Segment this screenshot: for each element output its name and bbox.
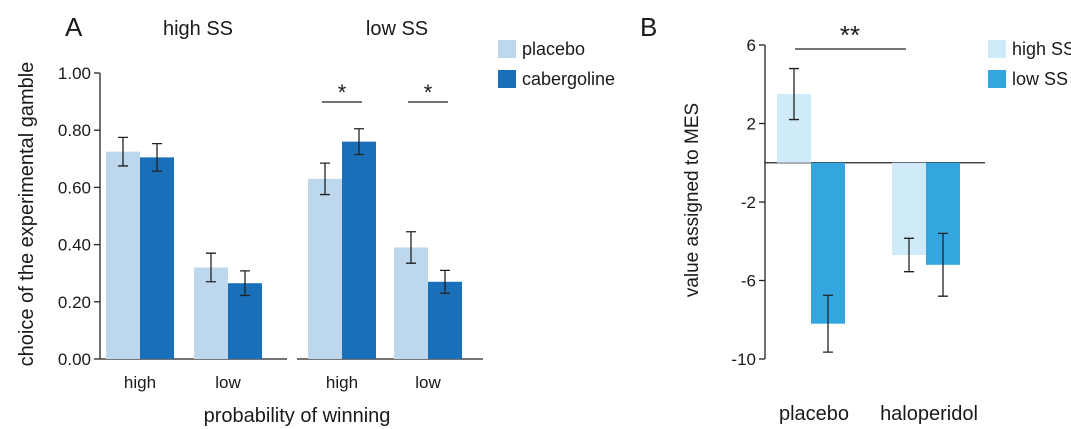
error-bar-haloperidol-high-ss: [904, 237, 914, 273]
panel-a-y-tick-label: 0.00: [58, 350, 91, 369]
significance-marker: *: [338, 80, 347, 105]
error-bar-high-ss-high-cabergoline: [152, 142, 162, 172]
panel-b-y-tick-label: 2: [747, 115, 756, 134]
bar-low-ss-low-placebo: [394, 247, 428, 359]
panel-a-plot: 0.00 0.20 0.40 0.60 0.80 1.00 high low high * low *: [58, 64, 483, 392]
error-bar-placebo-low-ss: [823, 294, 833, 353]
panel-b-y-tick-label: -10: [731, 350, 756, 369]
panel-b-x-tick-label: placebo: [779, 403, 849, 425]
panel-a-x-axis-label: probability of winning: [204, 405, 391, 427]
panel-a-y-tick-label: 0.20: [58, 293, 91, 312]
error-bar-haloperidol-low-ss: [938, 232, 948, 297]
panel-a-y-tick-label: 0.40: [58, 236, 91, 255]
legend-swatch-cabergoline: [498, 70, 516, 88]
panel-b-letter: B: [640, 12, 657, 42]
panel-b-y-tick-label: 6: [747, 36, 756, 55]
error-bar-high-ss-low-placebo: [206, 252, 216, 283]
panel-b-x-tick-label: haloperidol: [880, 403, 978, 425]
legend-swatch-placebo: [498, 40, 516, 58]
panel-b-plot: 6 2 -2 -6 -10 placebo haloperidol **: [731, 20, 985, 425]
legend-swatch-low-ss: [988, 70, 1006, 88]
error-bar-placebo-high-ss: [789, 67, 799, 121]
bar-high-ss-high-placebo: [106, 151, 140, 359]
panel-a-x-tick-label: low: [215, 373, 241, 392]
legend-label-low-ss: low SS: [1012, 69, 1068, 89]
panel-b-y-tick-label: -2: [741, 193, 756, 212]
legend-label-cabergoline: cabergoline: [522, 69, 615, 89]
significance-marker: *: [424, 80, 433, 105]
bar-low-ss-high-placebo: [308, 178, 342, 359]
panel-a-letter: A: [65, 12, 83, 42]
error-bar-low-ss-high-placebo: [320, 162, 330, 196]
panel-b-y-tick-label: -6: [741, 272, 756, 291]
panel-a-y-tick-label: 0.60: [58, 178, 91, 197]
legend-swatch-high-ss: [988, 40, 1006, 58]
bar-low-ss-low-cabergoline: [428, 281, 462, 359]
error-bar-high-ss-high-placebo: [118, 136, 128, 167]
panel-a-y-tick-label: 1.00: [58, 64, 91, 83]
error-bar-low-ss-low-placebo: [406, 231, 416, 264]
panel-b-y-axis-label: value assigned to MES: [682, 103, 703, 297]
panel-a-x-tick-label: high: [326, 373, 358, 392]
panel-a-group-title-high-ss: high SS: [163, 18, 233, 40]
panel-a-y-tick-label: 0.80: [58, 121, 91, 140]
bar-high-ss-low-placebo: [194, 267, 228, 359]
panel-a-x-tick-label: high: [124, 373, 156, 392]
error-bar-high-ss-low-cabergoline: [240, 270, 250, 297]
panel-b-significance-marker: **: [840, 20, 860, 50]
error-bar-low-ss-high-cabergoline: [354, 128, 364, 156]
legend-label-high-ss: high SS: [1012, 39, 1071, 59]
panel-a-x-tick-label: low: [415, 373, 441, 392]
bar-high-ss-high-cabergoline: [140, 157, 174, 359]
legend-label-placebo: placebo: [522, 39, 585, 59]
panel-a-group-title-low-ss: low SS: [366, 18, 428, 40]
panel-a-y-axis-label: choice of the experimental gamble: [16, 62, 38, 367]
bar-low-ss-high-cabergoline: [342, 141, 376, 359]
error-bar-low-ss-low-cabergoline: [440, 269, 450, 294]
